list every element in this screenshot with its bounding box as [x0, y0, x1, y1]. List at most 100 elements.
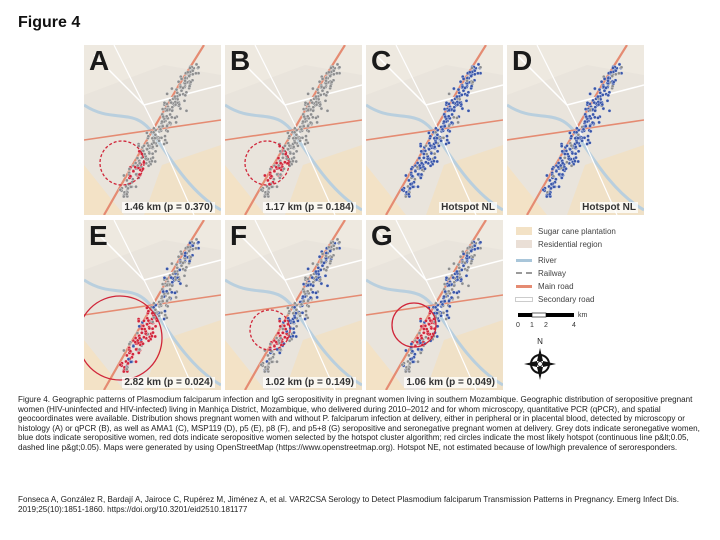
sugar-cane-area — [507, 165, 547, 215]
location-dot — [329, 241, 333, 245]
location-dot — [161, 299, 165, 304]
location-dot — [463, 261, 467, 265]
location-dot — [175, 91, 180, 95]
location-dot — [266, 367, 270, 372]
panel-label-g: G — [371, 220, 393, 251]
location-dot — [292, 130, 297, 135]
location-dot — [404, 194, 408, 199]
location-dot — [463, 86, 467, 90]
location-dot — [301, 294, 305, 299]
location-dot — [429, 326, 434, 331]
location-dot — [320, 252, 325, 256]
location-dot — [329, 66, 333, 70]
location-dot — [569, 143, 574, 148]
location-dot — [451, 100, 455, 105]
location-dot — [188, 80, 193, 84]
location-dot — [320, 88, 325, 93]
location-dot — [182, 274, 187, 278]
location-dot — [302, 299, 306, 304]
location-dot — [170, 280, 175, 284]
location-dot — [167, 295, 172, 300]
location-dot — [559, 144, 564, 148]
location-dot — [597, 87, 602, 92]
location-dot — [324, 93, 329, 98]
location-dot — [314, 94, 318, 99]
secondary-road-line — [113, 45, 195, 215]
location-dot — [191, 243, 195, 248]
location-dot — [422, 156, 426, 160]
map-panel-d: D Hotspot NL — [507, 45, 644, 215]
location-dot — [600, 102, 605, 107]
location-dot — [458, 254, 463, 259]
location-dot — [445, 138, 449, 142]
location-dot — [557, 172, 561, 177]
location-dot — [150, 326, 155, 331]
location-dot — [545, 173, 549, 178]
location-dot — [127, 342, 132, 346]
location-dot — [591, 112, 595, 117]
location-dot — [593, 105, 598, 109]
location-dot — [196, 240, 201, 245]
location-dot — [310, 100, 314, 105]
location-dot — [281, 156, 285, 160]
location-dot — [161, 289, 165, 294]
location-dot — [159, 136, 164, 140]
location-dot — [408, 357, 413, 361]
location-dot — [443, 114, 447, 119]
location-dot — [152, 140, 156, 145]
location-dot — [314, 269, 318, 274]
location-dot — [610, 74, 614, 78]
location-dot — [332, 68, 336, 73]
location-dot — [568, 131, 572, 135]
location-dot — [196, 65, 201, 70]
location-dot — [274, 161, 279, 165]
location-dot — [314, 291, 318, 295]
location-dot — [554, 169, 559, 173]
location-dot — [186, 245, 190, 250]
location-dot — [443, 124, 447, 129]
location-dot — [178, 106, 183, 111]
location-dot — [308, 120, 313, 125]
panel-caption-c: Hotspot NL — [439, 202, 497, 213]
location-dot — [146, 309, 151, 313]
location-dot — [315, 295, 319, 300]
location-dot — [125, 192, 129, 197]
location-dot — [607, 109, 612, 113]
figure-maps: A 1.46 km (p = 0.370) B 1.17 km (p = 0.1… — [84, 45, 644, 390]
location-dot — [287, 134, 292, 138]
location-dot — [188, 255, 193, 259]
location-dot — [122, 369, 126, 374]
location-dot — [314, 116, 318, 120]
map-panel-c: C Hotspot NL — [366, 45, 503, 215]
location-dot — [306, 124, 310, 128]
map-panel-f: F 1.02 km (p = 0.149) — [225, 220, 362, 390]
location-dot — [278, 324, 283, 329]
secondary-road-line — [395, 45, 477, 215]
location-dot — [452, 105, 457, 109]
location-dot — [126, 361, 130, 366]
main-road-line — [84, 119, 221, 141]
location-dot — [272, 344, 277, 348]
location-dot — [573, 145, 578, 149]
location-dot — [322, 86, 326, 90]
location-dot — [287, 339, 292, 343]
location-dot — [276, 163, 281, 168]
location-dot — [427, 147, 431, 152]
sugar-cane-area — [225, 340, 265, 390]
location-dot — [311, 115, 315, 120]
location-dot — [565, 144, 569, 148]
location-dot — [286, 131, 290, 135]
location-dot — [174, 262, 179, 267]
location-dot — [263, 173, 267, 178]
location-dot — [275, 172, 279, 177]
location-dot — [328, 84, 333, 88]
location-dot — [574, 155, 578, 160]
location-dot — [584, 124, 588, 129]
scale-tick-3: 4 — [572, 322, 576, 329]
location-dot — [447, 304, 452, 309]
location-dot — [576, 149, 581, 154]
location-dot — [611, 66, 615, 70]
location-dot — [444, 142, 448, 146]
scale-and-north: 0 1 2 4 km N — [516, 312, 588, 380]
location-dot — [400, 362, 405, 367]
